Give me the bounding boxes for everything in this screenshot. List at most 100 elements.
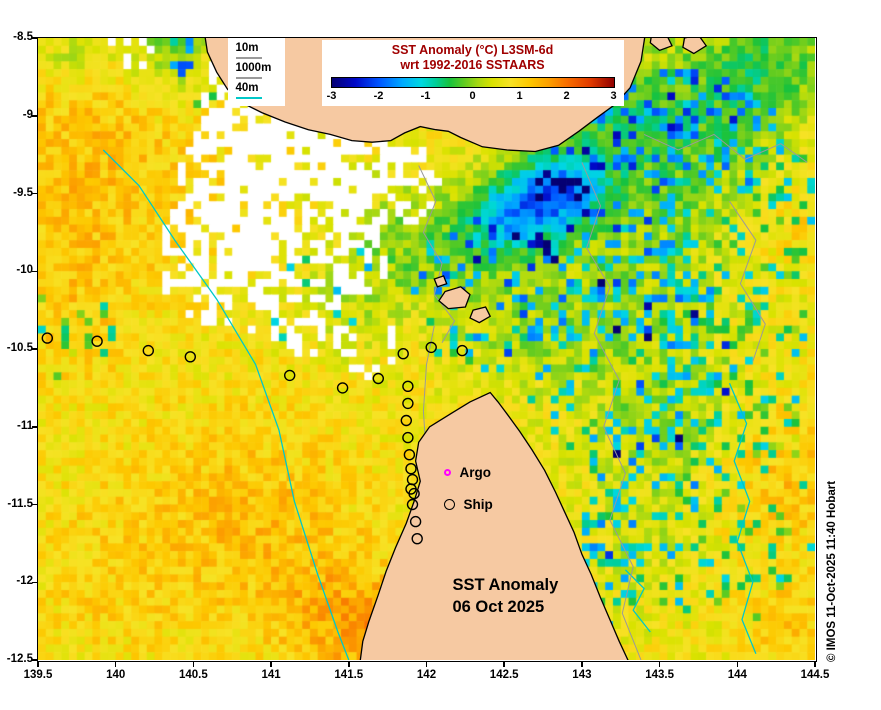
y-axis-tick-label: -10 (16, 264, 33, 277)
x-axis-tick (37, 661, 39, 667)
ship-observation-marker (407, 487, 420, 499)
ship-observation-marker (400, 414, 412, 426)
y-axis-tick-label: -10.5 (6, 342, 33, 354)
colorbar-tick-label: 3 (610, 89, 617, 102)
map-plot-area: SST Anomaly (°C) L3SM-6d wrt 1992-2016 S… (36, 36, 817, 662)
1000m-northeast-contour (643, 133, 807, 163)
colorbar-tick-label: -3 (326, 89, 337, 102)
land-cape-york-peninsula (359, 391, 629, 660)
depth-contour-sample-10m (235, 56, 262, 59)
depth-label-40m: 40m (235, 81, 259, 94)
map-label-date: 06 Oct 2025 (452, 597, 545, 616)
y-axis-tick-label: -9.5 (13, 186, 33, 199)
y-axis-tick-label: -8.5 (13, 31, 33, 43)
y-axis-tick-label: -11 (17, 419, 33, 432)
legend-title-line1: SST Anomaly (°C) L3SM-6d (391, 42, 554, 57)
legend-title-line2: wrt 1992-2016 SSTAARS (400, 57, 545, 72)
x-axis-tick-label: 140 (106, 669, 126, 681)
ship-observation-marker (372, 372, 384, 384)
ship-observation-marker (456, 344, 468, 356)
x-axis-tick (114, 661, 117, 667)
x-axis-tick (425, 661, 428, 667)
land-island-4 (649, 37, 673, 51)
x-axis-tick-label: 140.5 (179, 669, 208, 681)
x-axis-tick-label: 143.5 (645, 669, 674, 681)
x-axis-tick-label: 144.5 (800, 669, 830, 681)
ship-observation-marker (397, 347, 409, 359)
40m-west-contour (102, 149, 349, 660)
depth-contour-sample-40m (235, 96, 262, 99)
40m-east-contour (728, 382, 757, 654)
ship-observation-marker (41, 331, 53, 344)
y-axis-tick (31, 192, 37, 195)
ship-observation-marker (184, 350, 196, 362)
land-island-3 (432, 274, 448, 288)
argo-label: Argo (459, 465, 492, 480)
land-island-5 (681, 37, 707, 54)
land-island-2 (468, 305, 491, 323)
ship-observation-marker (336, 381, 348, 394)
ship-marker-icon (443, 499, 455, 510)
y-axis-tick (31, 270, 37, 272)
land-island-1 (437, 285, 471, 309)
map-overlay (41, 37, 807, 660)
x-axis-tick-label: 142 (416, 669, 437, 681)
ship-observation-marker (406, 498, 418, 510)
x-axis-tick-label: 143 (572, 669, 592, 681)
ship-legend-row: Ship (443, 494, 493, 516)
y-axis-tick (31, 581, 37, 583)
ship-observation-marker (401, 380, 414, 392)
credit-text: © IMOS 11-Oct-2025 11:40 Hobart (826, 480, 838, 662)
x-axis-tick-label: 141.5 (334, 669, 364, 681)
1000m-mid-right-contour (728, 200, 766, 362)
10m-torres-contour (417, 164, 455, 343)
x-axis-tick (270, 661, 272, 667)
y-axis-tick (31, 503, 37, 506)
x-axis-tick-label: 141 (261, 669, 281, 681)
y-axis-tick (31, 115, 37, 117)
y-axis-tick (31, 659, 37, 661)
ship-observation-marker (401, 397, 414, 409)
ship-label: Ship (463, 497, 493, 512)
colorbar-tick-label: 0 (469, 89, 476, 102)
y-axis-tick-label: -11.5 (7, 497, 33, 510)
x-axis-tick (658, 661, 661, 667)
y-axis-tick (31, 37, 37, 39)
x-axis-tick (581, 661, 583, 667)
marker-legend: Argo Ship (443, 462, 493, 516)
y-axis-tick-label: -12 (16, 575, 33, 588)
ship-observation-marker (406, 473, 418, 485)
colorbar-tick-label: 1 (516, 89, 523, 102)
ship-observation-marker (90, 335, 103, 347)
x-axis-tick-label: 144 (727, 669, 747, 681)
ship-observation-marker (404, 462, 417, 474)
colorbar-gradient (330, 76, 615, 88)
y-axis-tick (31, 348, 37, 350)
y-axis-tick-label: -9 (22, 108, 33, 121)
y-axis-tick-label: -12.5 (6, 653, 33, 665)
map-label-title: SST Anomaly (452, 575, 559, 594)
depth-contour-legend: 10m 1000m 40m (227, 37, 286, 106)
ship-observation-marker (425, 341, 437, 353)
y-axis-tick (31, 426, 37, 428)
depth-label-10m: 10m (235, 41, 259, 54)
ship-observation-marker (142, 344, 154, 356)
map-date-label: SST Anomaly 06 Oct 2025 (453, 574, 559, 618)
colorbar-legend-box: SST Anomaly (°C) L3SM-6d wrt 1992-2016 S… (321, 39, 624, 106)
x-axis-tick (814, 661, 816, 667)
depth-contour-sample-1000m (235, 76, 262, 79)
x-axis-tick-label: 142.5 (489, 669, 519, 681)
colorbar-tick-labels: -3 -2 -1 0 1 2 3 (327, 88, 617, 103)
ship-observation-marker (409, 515, 421, 527)
colorbar-tick-label: -1 (420, 89, 431, 102)
argo-marker-icon (443, 469, 451, 476)
ship-observation-marker (401, 431, 414, 443)
40m-southeast-contour (624, 568, 651, 632)
ship-observation-marker (283, 369, 295, 381)
ship-observation-marker (403, 448, 415, 460)
x-axis-tick (348, 661, 350, 667)
colorbar-tick-label: 2 (563, 89, 570, 102)
colorbar-tick-label: -2 (373, 89, 384, 102)
argo-legend-row: Argo (443, 462, 493, 484)
